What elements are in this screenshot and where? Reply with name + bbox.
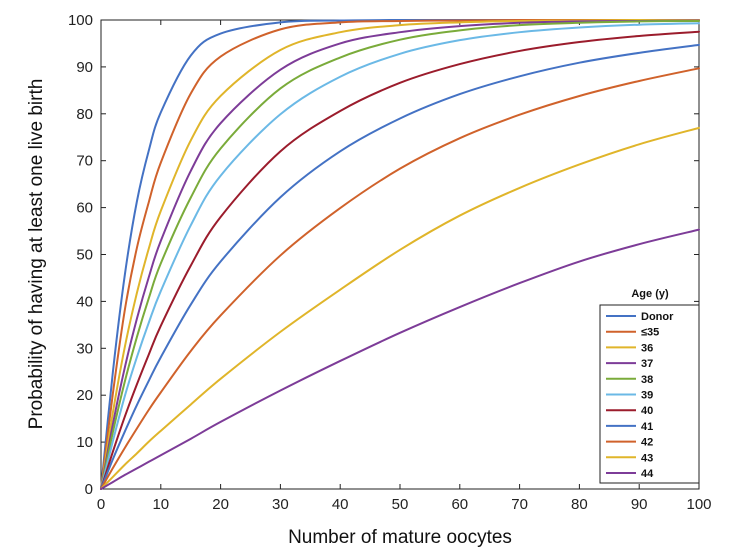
legend-label: 44: [641, 468, 654, 480]
series-line-9: [100, 126, 700, 490]
x-tick-label: 70: [511, 496, 528, 513]
x-tick-label: 100: [686, 496, 711, 513]
series-line-3: [100, 19, 700, 490]
x-tick-label: 40: [332, 496, 349, 513]
y-axis-title: Probability of having at least one live …: [26, 79, 47, 430]
y-tick-label: 0: [85, 481, 93, 498]
axis-ticks: 0 10 20 30 40 50 60 70 80 90 100 0 10 20 30 40 50 60 70 80 9…: [68, 12, 712, 513]
legend-title: Age (y): [631, 288, 669, 300]
x-tick-label: 30: [272, 496, 289, 513]
y-tick-label: 80: [76, 106, 93, 123]
legend-label: 41: [641, 421, 653, 433]
series-line-8: [100, 67, 700, 490]
series-line-6: [100, 30, 700, 490]
series-line-7: [100, 43, 700, 490]
legend-label: Donor: [641, 311, 674, 323]
legend-label: 40: [641, 405, 653, 417]
x-tick-label: 60: [451, 496, 468, 513]
x-tick-label: 0: [97, 496, 105, 513]
x-tick-label: 10: [152, 496, 169, 513]
x-tick-label: 50: [392, 496, 409, 513]
y-tick-label: 40: [76, 293, 93, 310]
legend-label: 36: [641, 342, 653, 354]
x-axis-title: Number of mature oocytes: [288, 527, 512, 548]
series-line-10: [100, 228, 700, 490]
legend-label: 37: [641, 358, 653, 370]
y-tick-label: 30: [76, 340, 93, 357]
legend-label: 42: [641, 437, 653, 449]
legend-label: 39: [641, 390, 653, 402]
y-tick-label: 10: [76, 434, 93, 451]
legend: Age (y) Donor ≤35 36 37 38 39 40 41 42 43 44: [599, 288, 700, 484]
series-lines: [100, 19, 700, 490]
series-line-4: [100, 19, 700, 490]
y-tick-label: 100: [68, 12, 93, 29]
series-line-2: [100, 19, 700, 490]
x-tick-label: 80: [571, 496, 588, 513]
y-tick-label: 60: [76, 200, 93, 217]
y-tick-label: 20: [76, 387, 93, 404]
legend-label: 38: [641, 374, 653, 386]
y-tick-label: 70: [76, 153, 93, 170]
y-tick-label: 90: [76, 59, 93, 76]
y-tick-label: 50: [76, 247, 93, 264]
legend-label: 43: [641, 452, 653, 464]
x-tick-label: 90: [631, 496, 648, 513]
legend-label: ≤35: [641, 327, 659, 339]
x-tick-label: 20: [212, 496, 229, 513]
series-line-5: [100, 22, 700, 490]
